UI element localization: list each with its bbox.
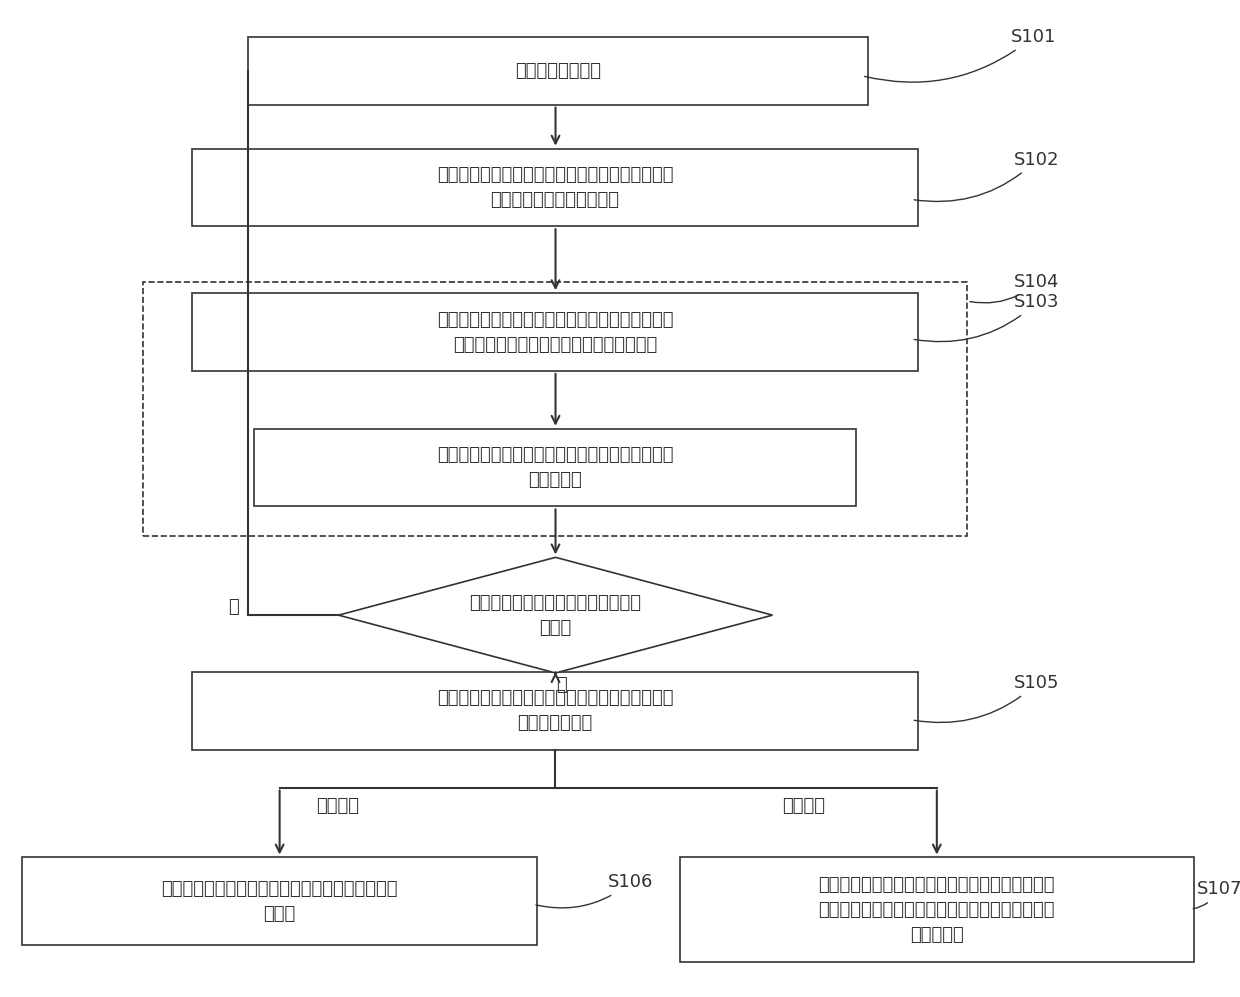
Text: 否: 否: [228, 598, 238, 616]
Text: S101: S101: [864, 28, 1056, 82]
Bar: [192, 293, 918, 371]
Text: 增大变频器输出电压中的交轴分量，根据直流母线
电流的变化值，调制变频器的输出频率，对大幅振
荡进行抑制: 增大变频器输出电压中的交轴分量，根据直流母线 电流的变化值，调制变频器的输出频率…: [818, 875, 1055, 944]
Bar: [254, 429, 856, 506]
Text: 获取直流母线电流: 获取直流母线电流: [515, 62, 601, 80]
Bar: [192, 149, 918, 226]
Text: 根据已构造的线性判别器，判断所述振荡是小幅振
荡还是大幅振荡: 根据已构造的线性判别器，判断所述振荡是小幅振 荡还是大幅振荡: [436, 689, 673, 733]
Text: S106: S106: [536, 873, 653, 908]
Text: 一体式涡旋压缩机动态过程是否发生
振荡？: 一体式涡旋压缩机动态过程是否发生 振荡？: [470, 593, 641, 637]
Text: 是: 是: [557, 676, 567, 694]
Bar: [680, 857, 1194, 962]
Text: S103: S103: [914, 293, 1060, 342]
Polygon shape: [339, 557, 773, 673]
Text: 求取电机的无功功率，采用高通滤波器对所述无功
功率进行滤波，计算得到第二振荡特征变量: 求取电机的无功功率，采用高通滤波器对所述无功 功率进行滤波，计算得到第二振荡特征…: [436, 310, 673, 354]
Text: S107: S107: [1193, 880, 1240, 909]
Text: S102: S102: [914, 151, 1060, 201]
Bar: [248, 37, 868, 105]
Text: 根据第一振荡特征变量和第二振荡特征变量，构造
线性判别器: 根据第一振荡特征变量和第二振荡特征变量，构造 线性判别器: [436, 446, 673, 490]
Text: 对直流母线电流进行高通滤波和离散傅里叶变换，
计算得到第一振荡特征变量: 对直流母线电流进行高通滤波和离散傅里叶变换， 计算得到第一振荡特征变量: [436, 166, 673, 209]
Text: S104: S104: [970, 273, 1060, 303]
Text: S105: S105: [914, 674, 1060, 723]
Bar: [192, 672, 918, 750]
Text: 小幅震荡: 小幅震荡: [316, 797, 358, 815]
Text: 增大变频器输出电压中的交轴分量，对小幅振荡进
行抑制: 增大变频器输出电压中的交轴分量，对小幅振荡进 行抑制: [161, 879, 398, 923]
Bar: [22, 857, 537, 945]
Text: 大幅震荡: 大幅震荡: [782, 797, 825, 815]
Bar: [143, 282, 967, 536]
